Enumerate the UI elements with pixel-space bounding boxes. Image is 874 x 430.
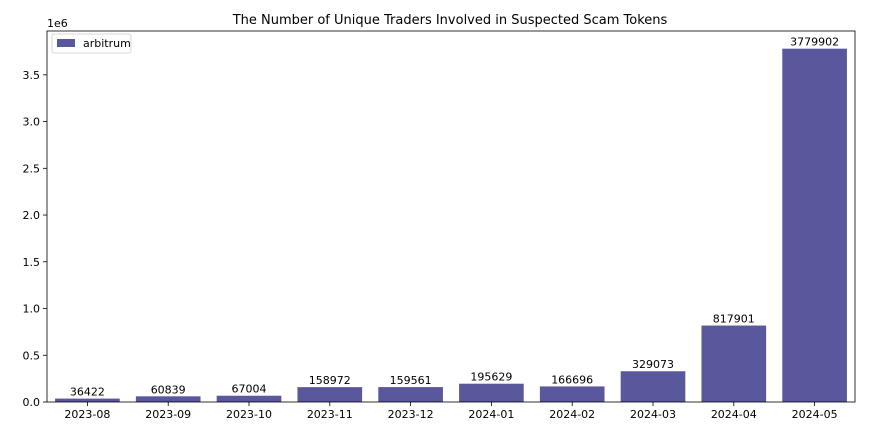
data-label-2023-08: 36422 <box>70 386 105 399</box>
legend-box <box>51 33 132 54</box>
y-tick-label-3.0: 3.0 <box>23 116 41 129</box>
y-tick-label-1.5: 1.5 <box>23 256 41 269</box>
bar-2023-10 <box>216 395 282 402</box>
x-tick-label-2024-04: 2024-04 <box>711 408 757 421</box>
y-tick-label-0.5: 0.5 <box>23 349 41 362</box>
x-tick-label-2023-08: 2023-08 <box>64 408 110 421</box>
x-tick-label-2024-05: 2024-05 <box>792 408 838 421</box>
bar-2023-08 <box>55 398 120 402</box>
x-tick-label-2024-01: 2024-01 <box>468 408 514 421</box>
data-label-2024-03: 329073 <box>632 358 674 371</box>
plot-area: 36422 60839 67004 158972 159561 195629 166696 3… <box>23 30 856 421</box>
data-label-2024-05: 3779902 <box>790 36 839 49</box>
y-tick-label-3.5: 3.5 <box>23 69 41 82</box>
data-label-2023-09: 60839 <box>151 383 186 396</box>
x-tick-label-2023-12: 2023-12 <box>388 408 434 421</box>
chart-title: The Number of Unique Traders Involved in… <box>232 13 668 28</box>
x-tick-label-2023-09: 2023-09 <box>145 408 191 421</box>
x-tick-label-2023-11: 2023-11 <box>307 408 353 421</box>
data-label-2024-04: 817901 <box>713 313 755 326</box>
x-tick-label-2023-10: 2023-10 <box>226 408 272 421</box>
data-label-2023-10: 67004 <box>232 383 267 396</box>
y-tick-label-2.0: 2.0 <box>23 209 41 222</box>
bar-2023-12 <box>378 387 443 402</box>
bar-2023-11 <box>297 387 363 402</box>
x-tick-label-2024-03: 2024-03 <box>630 408 676 421</box>
y-tick-label-1.0: 1.0 <box>23 303 41 316</box>
y-tick-label-2.5: 2.5 <box>23 162 41 175</box>
axes-frame <box>46 30 856 403</box>
legend-label: arbitrum <box>83 37 131 50</box>
bar-2023-09 <box>135 396 201 402</box>
data-label-2024-01: 195629 <box>470 371 512 384</box>
bar-2024-04 <box>701 325 767 402</box>
legend-swatch <box>57 39 75 47</box>
bar-2024-01 <box>459 383 524 402</box>
x-tick-label-2024-02: 2024-02 <box>549 408 595 421</box>
data-label-2023-11: 158972 <box>309 374 351 387</box>
bar-2024-02 <box>539 386 605 402</box>
data-label-2024-02: 166696 <box>551 373 593 386</box>
y-tick-label-0.0: 0.0 <box>23 396 41 409</box>
bar-2024-03 <box>620 371 686 402</box>
y-multiplier-label: 1e6 <box>47 17 68 30</box>
bar-2024-05 <box>782 48 847 402</box>
data-label-2023-12: 159561 <box>390 374 432 387</box>
